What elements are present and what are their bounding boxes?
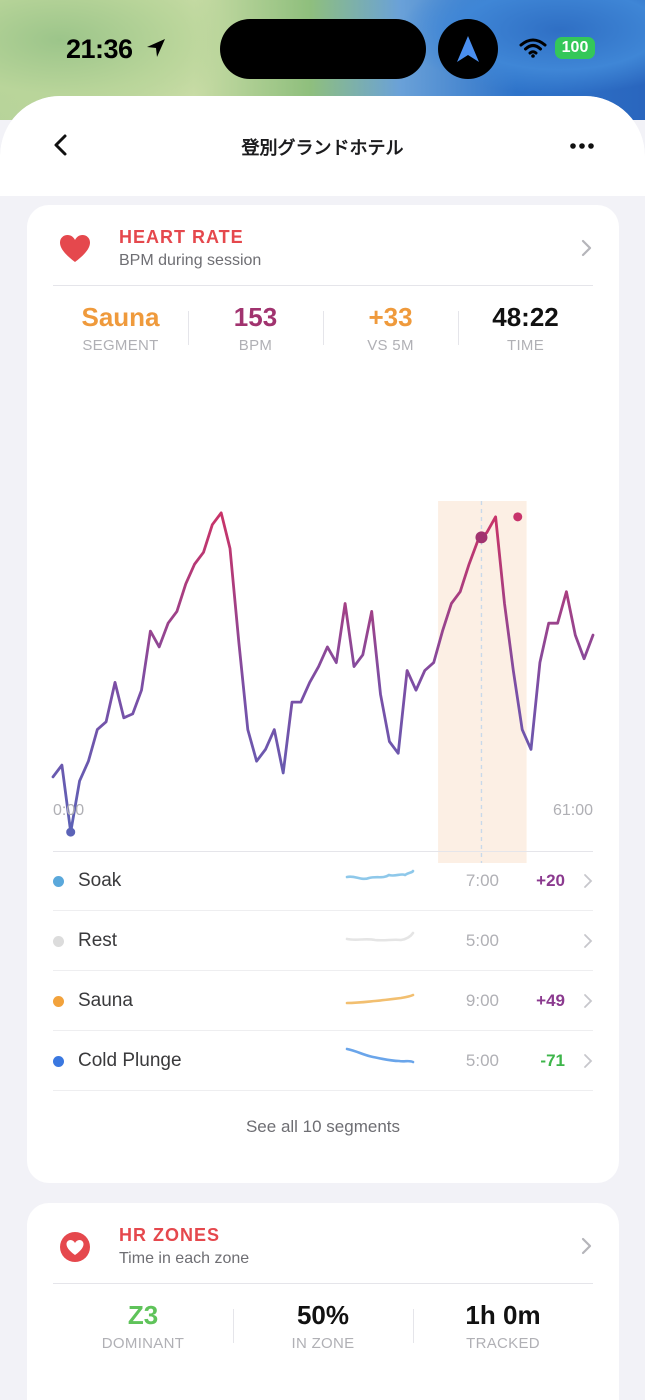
segment-name: Cold Plunge — [78, 1050, 182, 1071]
heart-rate-chart[interactable] — [27, 485, 619, 905]
max-marker — [513, 512, 523, 522]
segment-sparkline — [345, 869, 415, 881]
stat-vs-5m: +33 VS 5M — [323, 301, 458, 371]
cursor-marker — [475, 531, 488, 544]
segment-sparkline — [345, 1047, 415, 1064]
stat-bpm: 153 BPM — [188, 301, 323, 371]
sheet-header: 登別グランドホテル — [0, 96, 645, 196]
segment-row-sauna[interactable]: Sauna 9:00 +49 — [53, 971, 593, 1031]
stat-label: VS 5M — [367, 337, 414, 354]
hr-zones-subtitle: Time in each zone — [119, 1250, 250, 1267]
status-time: 21:36 — [66, 34, 133, 64]
stat-label: DOMINANT — [101, 1335, 185, 1352]
stat-value: +33 — [368, 302, 413, 332]
segment-sparkline — [345, 993, 415, 1005]
highlight-band — [438, 501, 527, 863]
segment-color-dot — [53, 996, 64, 1007]
axis-end-label: 61:00 — [552, 802, 593, 819]
see-all-segments-link[interactable]: See all 10 segments — [245, 1117, 401, 1136]
segment-duration: 7:00 — [465, 871, 499, 890]
more-options-icon[interactable] — [568, 136, 598, 156]
dynamic-island — [220, 19, 426, 79]
segment-row-cold-plunge[interactable]: Cold Plunge 5:00 -71 — [53, 1031, 593, 1091]
axis-start-label: 0:00 — [53, 802, 85, 819]
segment-duration: 5:00 — [465, 1051, 499, 1070]
heart-rate-line — [51, 511, 595, 834]
chevron-right-icon — [581, 1237, 592, 1255]
heart-rate-card-header[interactable]: HEART RATE BPM during session — [27, 205, 619, 285]
chevron-right-icon — [584, 1054, 593, 1068]
heart-icon — [60, 235, 90, 262]
stat-label: TRACKED — [466, 1335, 540, 1352]
stat-label: BPM — [238, 337, 273, 354]
segment-row-rest[interactable]: Rest 5:00 — [53, 911, 593, 971]
heart-rate-subtitle: BPM during session — [119, 252, 262, 269]
chevron-right-icon — [581, 239, 592, 257]
back-chevron-icon[interactable] — [48, 132, 74, 158]
segment-sparkline — [345, 931, 415, 942]
stat-time: 48:22 TIME — [458, 301, 593, 371]
segment-name: Soak — [78, 870, 122, 891]
battery-indicator: 100 — [555, 37, 595, 59]
divider — [53, 1283, 593, 1284]
segment-duration: 9:00 — [465, 991, 499, 1010]
stat-segment: Sauna SEGMENT — [53, 301, 188, 371]
chevron-right-icon — [584, 874, 593, 888]
heart-circle-icon — [60, 1232, 90, 1262]
hr-zones-title: HR ZONES — [119, 1225, 221, 1245]
heart-rate-stats: Sauna SEGMENT 153 BPM +33 VS 5M 48:22 TI… — [53, 301, 593, 371]
navigation-pill[interactable] — [438, 19, 498, 79]
heart-rate-title: HEART RATE — [119, 227, 244, 247]
stat-label: TIME — [506, 337, 545, 354]
page-title: 登別グランドホテル — [241, 138, 404, 158]
heart-rate-card: HEART RATE BPM during session Sauna SEGM… — [27, 205, 619, 1183]
stat-value: 50% — [296, 1300, 350, 1330]
stat-dominant-zone: Z3 DOMINANT — [53, 1299, 233, 1369]
chevron-right-icon — [584, 934, 593, 948]
stat-value: 48:22 — [492, 302, 559, 332]
chevron-right-icon — [584, 994, 593, 1008]
segment-color-dot — [53, 876, 64, 887]
stat-label: SEGMENT — [82, 337, 159, 354]
location-arrow-icon — [147, 39, 165, 57]
status-bar: 21:36 100 — [0, 0, 645, 96]
segment-name: Sauna — [78, 990, 133, 1011]
detail-sheet: 登別グランドホテル HEART RATE BPM during session … — [0, 96, 645, 1400]
stat-label: IN ZONE — [291, 1335, 355, 1352]
divider — [53, 285, 593, 286]
stat-in-zone: 50% IN ZONE — [233, 1299, 413, 1369]
hr-zones-card-header[interactable]: HR ZONES Time in each zone — [27, 1203, 619, 1283]
navigation-arrow-icon — [457, 36, 479, 62]
stat-value: Sauna — [81, 302, 160, 332]
hr-zones-card: HR ZONES Time in each zone Z3 DOMINANT 5… — [27, 1203, 619, 1400]
stat-value: 1h 0m — [465, 1300, 541, 1330]
segment-list: Soak 7:00 +20 Rest 5:00 Sauna — [53, 851, 593, 1091]
divider — [53, 851, 593, 852]
min-marker — [66, 827, 76, 837]
segment-duration: 5:00 — [465, 931, 499, 950]
segment-delta: -71 — [540, 1051, 565, 1070]
segment-color-dot — [53, 936, 64, 947]
segment-delta: +20 — [536, 871, 565, 890]
stat-value: Z3 — [127, 1300, 159, 1330]
segment-delta: +49 — [536, 991, 565, 1010]
hr-zones-stats: Z3 DOMINANT 50% IN ZONE 1h 0m TRACKED — [53, 1299, 593, 1369]
wifi-icon — [519, 38, 547, 58]
segment-color-dot — [53, 1056, 64, 1067]
segment-row-soak[interactable]: Soak 7:00 +20 — [53, 851, 593, 911]
stat-tracked: 1h 0m TRACKED — [413, 1299, 593, 1369]
stat-value: 153 — [233, 302, 278, 332]
segment-name: Rest — [78, 930, 118, 951]
